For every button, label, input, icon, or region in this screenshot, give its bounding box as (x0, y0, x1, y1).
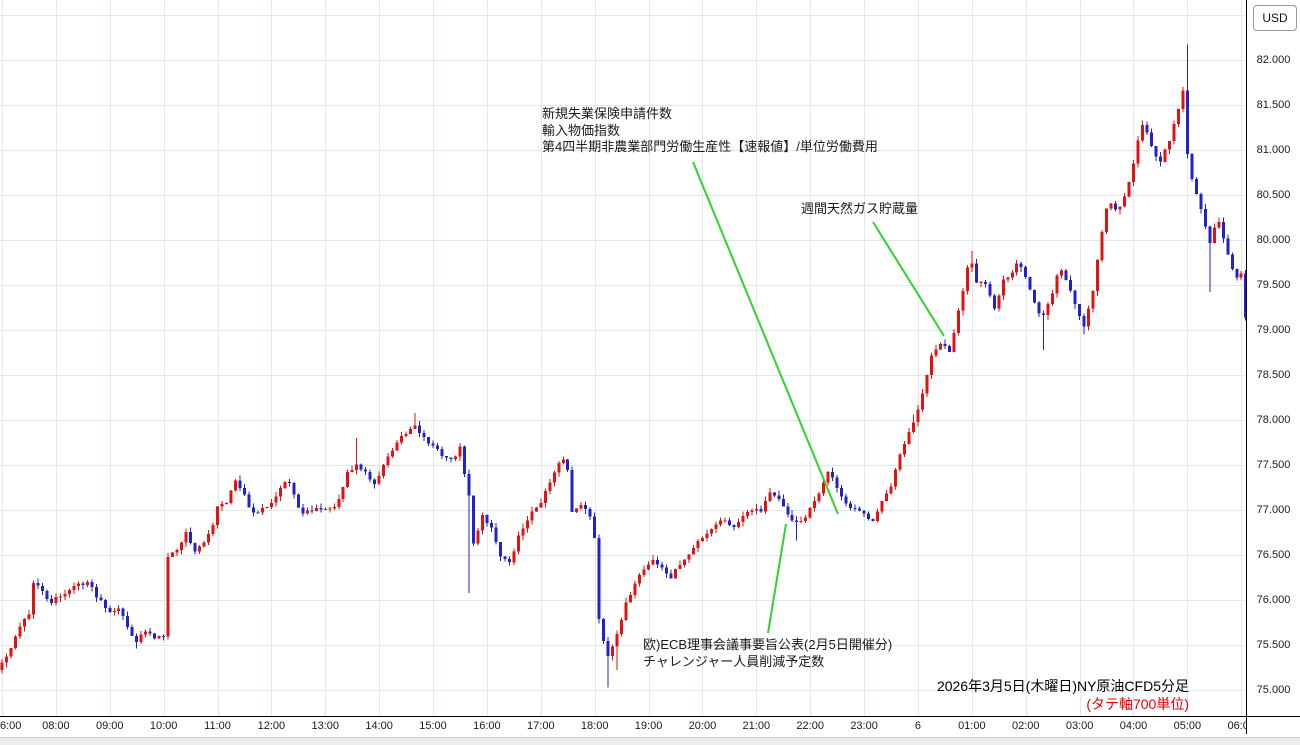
time-tick-label: 06:00 (1227, 720, 1246, 732)
price-tick-label: 81.500 (1256, 99, 1291, 111)
time-tick-label: 6:00 (0, 720, 22, 732)
price-tick-label: 77.000 (1256, 504, 1291, 516)
annotation-line: 新規失業保険申請件数 (542, 106, 673, 121)
price-tick-label: 76.000 (1256, 594, 1291, 606)
annotation-line: 第4四半期非農業部門労働生産性【速報値】/単位労働費用 (542, 139, 878, 154)
axis-scale-note: (タテ軸700単位) (1086, 696, 1189, 712)
time-tick-label: 02:00 (1011, 720, 1040, 732)
chart-title-date: 2026年3月5日(木曜日)NY原油CFD5分足 (936, 678, 1189, 694)
time-tick-label: 19:00 (634, 720, 663, 732)
time-tick-label: 08:00 (42, 720, 70, 732)
time-tick-label: 20:00 (688, 720, 717, 732)
time-tick-label: 15:00 (419, 720, 447, 732)
chart-caption: 2026年3月5日(木曜日)NY原油CFD5分足 (タテ軸700単位) (937, 677, 1189, 713)
price-tick-label: 78.500 (1256, 369, 1291, 381)
annotation-pointer-lines (692, 161, 945, 634)
currency-label: USD (1262, 11, 1288, 25)
x-axis-line (0, 716, 1300, 717)
time-tick-label: 22:00 (796, 720, 824, 732)
annotation-us-economic-indicators: 新規失業保険申請件数 輸入物価指数 第4四半期非農業部門労働生産性【速報値】/単位労… (542, 106, 878, 156)
time-tick-label: 6 (914, 720, 922, 732)
price-tick-label: 76.500 (1256, 549, 1291, 561)
price-tick-label: 78.000 (1256, 414, 1291, 426)
price-tick-label: 80.500 (1256, 189, 1291, 201)
price-tick-label: 82.000 (1256, 54, 1291, 66)
time-tick-label: 01:00 (958, 720, 986, 732)
time-tick-label: 14:00 (365, 720, 393, 732)
time-tick-label: 18:00 (580, 720, 609, 732)
annotation-line: 輸入物価指数 (542, 122, 621, 138)
y-axis-separator (1246, 0, 1247, 734)
candles (0, 44, 1246, 688)
time-tick-label: 23:00 (850, 720, 878, 732)
time-tick-label: 03:00 (1065, 720, 1094, 732)
time-tick-label: 11:00 (204, 720, 231, 732)
price-tick-label: 81.000 (1256, 144, 1291, 156)
time-tick-label: 10:00 (149, 720, 178, 732)
price-tick-label: 75.000 (1256, 684, 1291, 696)
annotation-line: チャレンジャー人員削減予定数 (643, 653, 825, 669)
annotation-line: 週間天然ガス貯蔵量 (801, 201, 919, 216)
price-tick-label: 79.000 (1256, 324, 1291, 336)
time-tick-label: 17:00 (527, 720, 555, 732)
annotation-weekly-natgas-storage: 週間天然ガス貯蔵量 (801, 201, 918, 218)
time-tick-label: 05:00 (1173, 720, 1202, 732)
time-tick-label: 21:00 (742, 720, 771, 732)
price-tick-label: 75.500 (1256, 639, 1291, 651)
time-tick-label: 16:00 (473, 720, 501, 732)
gridlines (0, 0, 1246, 717)
annotation-line: 欧)ECB理事会議事要旨公表(2月5日開催分) (643, 637, 893, 652)
time-tick-label: 09:00 (95, 720, 124, 732)
candlestick-chart (0, 0, 1246, 717)
time-axis[interactable]: 6:00 08:00 09:00 10:00 11:00 12:00 13:00 14:00 1… (0, 719, 1246, 735)
time-tick-label: 13:00 (311, 720, 340, 732)
time-tick-label: 04:00 (1119, 720, 1148, 732)
annotation-ecb-minutes-challenger: 欧)ECB理事会議事要旨公表(2月5日開催分) チャレンジャー人員削減予定数 (643, 637, 892, 670)
candlestick-plot-area[interactable]: 新規失業保険申請件数 輸入物価指数 第4四半期非農業部門労働生産性【速報値】/単位労… (0, 0, 1246, 717)
price-tick-label: 77.500 (1256, 459, 1291, 471)
bottom-scroll-strip[interactable] (0, 737, 1300, 745)
price-axis[interactable]: USD 82.000 81.500 81.000 80.500 80.000 79.500… (1247, 0, 1300, 736)
price-tick-label: 79.500 (1256, 279, 1291, 291)
time-tick-label: 12:00 (257, 720, 286, 732)
price-tick-label: 80.000 (1256, 234, 1291, 246)
currency-badge: USD (1253, 5, 1297, 31)
